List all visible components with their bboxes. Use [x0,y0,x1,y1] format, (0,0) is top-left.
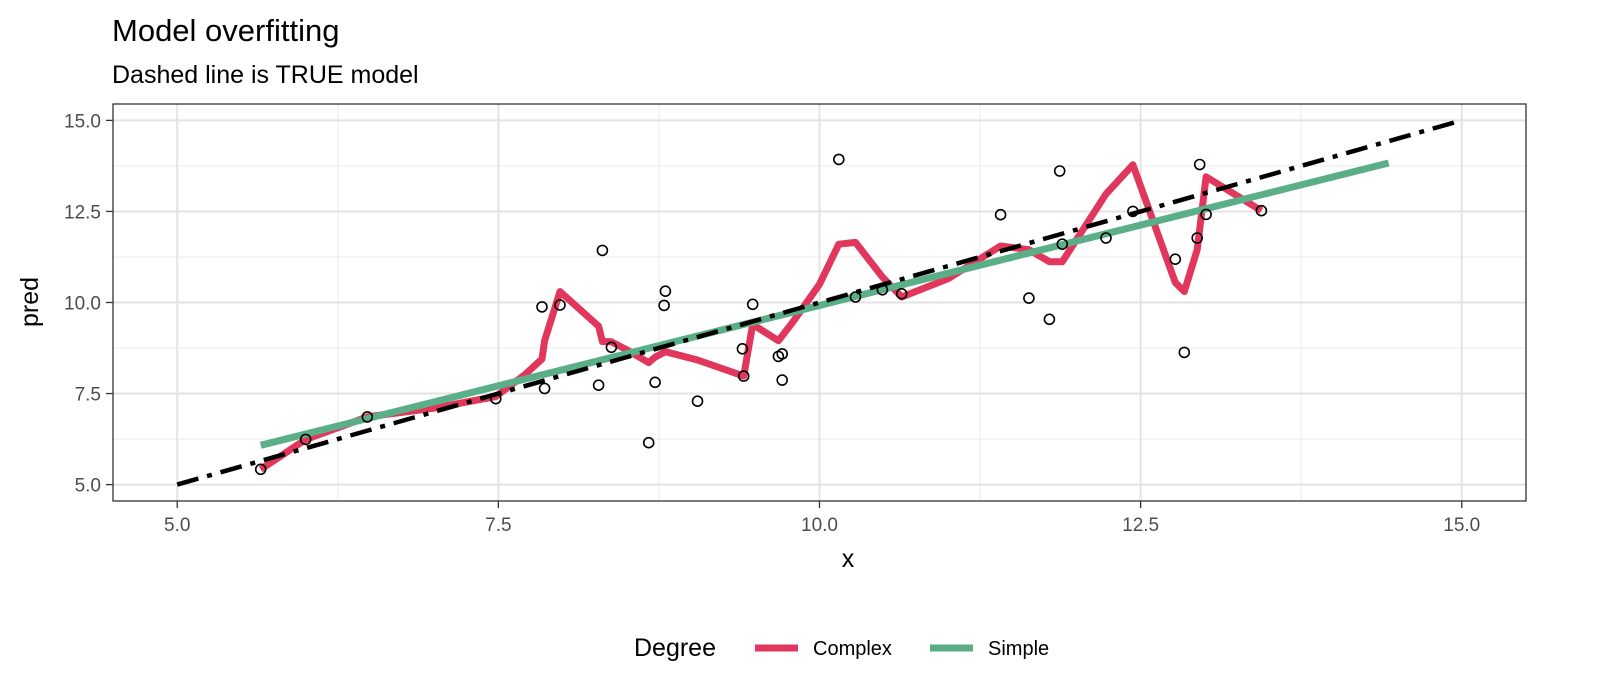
legend-label-simple: Simple [988,638,1049,660]
series-line-true-model [176,118,1463,487]
data-point [691,395,704,408]
data-point [895,287,908,300]
x-tick-label: 7.5 [485,515,511,536]
y-tick-label: 7.5 [75,385,101,406]
x-axis-ticks: 5.0 7.5 10.0 12.5 15.0 [164,501,1480,536]
y-tick-label: 5.0 [75,476,101,497]
data-point [1053,165,1066,177]
data-point [1023,292,1035,304]
y-axis-title: pred [16,277,44,327]
data-point [1255,204,1268,217]
data-point [254,463,267,476]
data-point [299,433,312,446]
legend-label-complex: Complex [813,638,892,660]
data-point [1200,208,1212,221]
data-point [1178,346,1191,359]
data-point [1100,232,1112,244]
data-point [592,379,605,392]
data-point [876,283,889,296]
data-point [736,342,749,355]
data-point [1127,205,1139,218]
data-point [536,301,548,313]
x-tick-label: 15.0 [1443,515,1480,536]
data-point [649,376,661,389]
data-point [776,374,789,386]
data-point [1169,253,1182,266]
series-line-complex [258,161,1264,473]
data-point [994,208,1007,221]
y-tick-label: 12.5 [64,202,101,223]
x-tick-label: 5.0 [164,515,190,536]
y-tick-label: 15.0 [64,111,101,132]
data-point [832,153,845,166]
y-tick-label: 10.0 [64,294,101,315]
data-point [554,299,566,311]
data-point [1193,158,1206,171]
data-point [1043,313,1056,326]
x-tick-label: 12.5 [1122,515,1159,536]
chart-subtitle: Dashed line is TRUE model [112,61,419,89]
legend-title: Degree [634,634,716,662]
data-point [642,436,655,449]
series-line-simple [259,159,1390,449]
chart-title: Model overfitting [112,13,339,48]
data-point [737,370,750,382]
x-tick-label: 10.0 [801,515,838,536]
data-point [489,392,502,405]
legend: Degree Complex Simple [634,634,1049,662]
data-point [361,411,374,423]
x-axis-title: x [842,545,855,573]
data-point [538,382,551,395]
data-point [746,298,759,311]
data-point [776,348,789,360]
series-layer [176,118,1463,487]
points-layer [254,153,1268,476]
data-point [596,244,609,257]
data-point [1056,238,1069,250]
data-point [1191,232,1203,244]
y-axis-ticks: 5.0 7.5 10.0 12.5 15.0 [64,111,113,497]
data-point [849,291,862,303]
data-point [658,299,670,312]
data-point [605,341,618,354]
data-point [659,285,672,298]
